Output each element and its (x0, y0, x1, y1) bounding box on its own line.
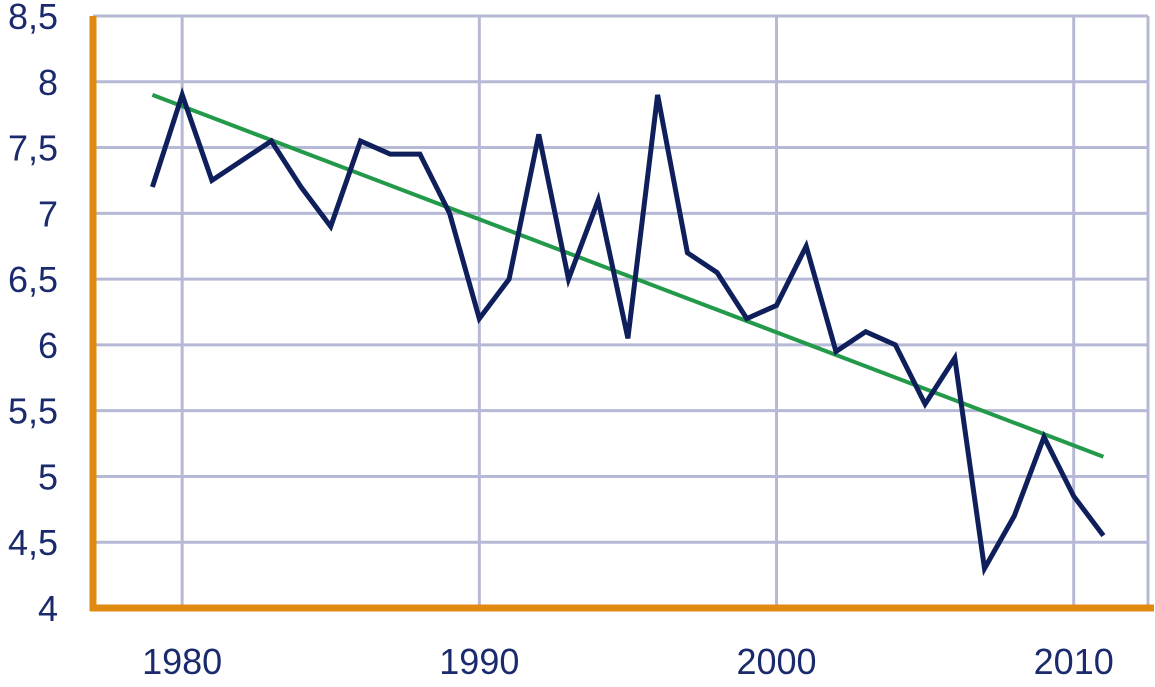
data-series-line (150, 87, 1106, 577)
y-tick-label: 6 (38, 325, 58, 366)
y-tick-label: 8 (38, 62, 58, 103)
x-tick-label: 2010 (1034, 641, 1114, 682)
y-tick-label: 7 (38, 193, 58, 234)
x-tick-label: 1990 (439, 641, 519, 682)
chart-axes (89, 16, 1154, 612)
y-tick-label: 5,5 (8, 391, 58, 432)
trend-line (151, 93, 1105, 459)
chart-grid (93, 14, 1150, 608)
y-axis-tick-labels: 4 4,5 5 5,5 6 6,5 7 7,5 8 8,5 (8, 0, 58, 629)
y-tick-label: 8,5 (8, 0, 58, 37)
y-tick-label: 4 (38, 588, 58, 629)
x-tick-label: 1980 (142, 641, 222, 682)
y-tick-label: 7,5 (8, 128, 58, 169)
trend-line-group (151, 93, 1105, 459)
y-tick-label: 4,5 (8, 522, 58, 563)
y-tick-label: 5 (38, 456, 58, 497)
x-axis-tick-labels: 1980 1990 2000 2010 (142, 641, 1114, 682)
y-tick-label: 6,5 (8, 259, 58, 300)
x-tick-label: 2000 (736, 641, 816, 682)
data-series-group (150, 87, 1106, 577)
